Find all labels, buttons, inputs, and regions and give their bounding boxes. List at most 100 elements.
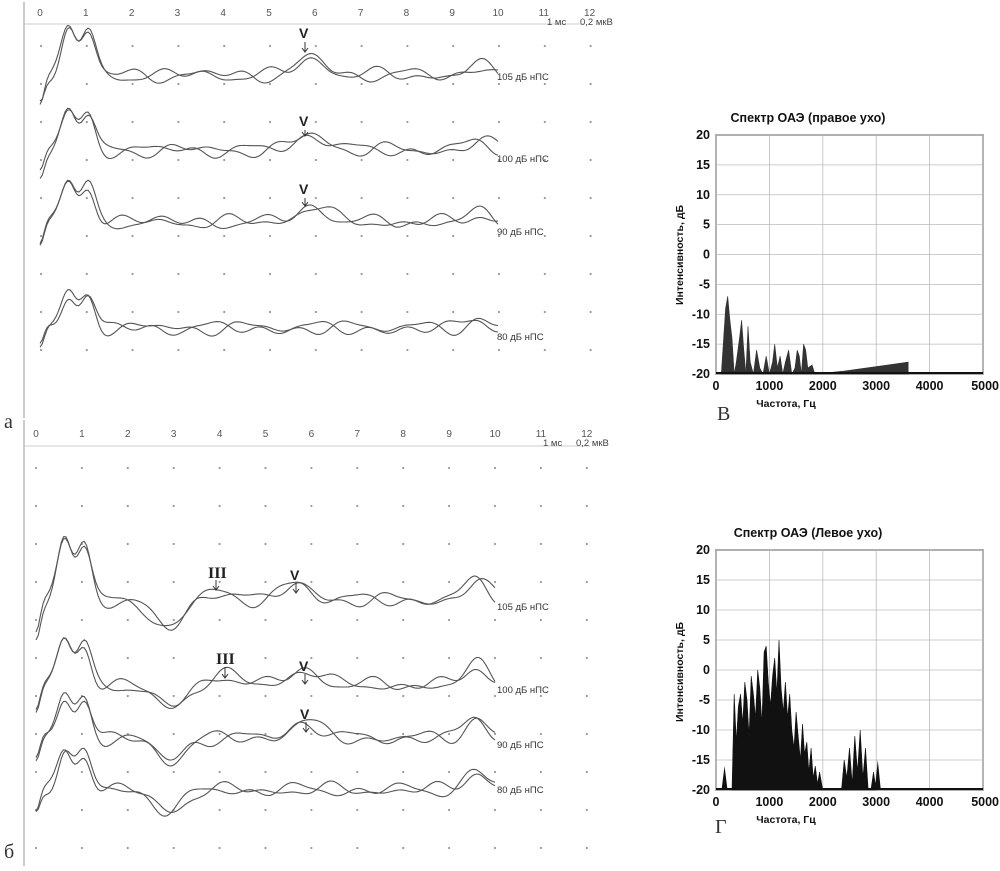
abr-a-grid-dot [268,82,272,86]
abr-a-trace-line [39,180,499,244]
abr-b-grid-dot [264,466,267,470]
abr-panel-a-arrow-105 [301,42,309,53]
abr-a-grid-dot [543,120,546,124]
abr-a-grid-dot [543,196,546,200]
abr-panel-b-arrow-iii-100 [221,667,229,679]
y-tick-label: 20 [696,543,710,557]
abr-b-trace-line [35,700,496,767]
abr-b-grid-dot [310,504,313,508]
abr-a-grid-dot [39,272,43,276]
abr-panel-b-scale-time: 1 мс [543,438,562,449]
abr-panel-b-wave-v-90: V [300,706,310,722]
abr-b-grid-dot [126,770,129,774]
abr-a-trace-line [39,109,499,171]
abr-a-grid-dot [131,348,134,352]
abr-panel-a-traces [39,24,499,348]
abr-b-grid-dot [539,466,543,470]
abr-b-grid-dot [80,656,83,660]
abr-a-grid-dot [589,196,592,200]
spectrum-area [720,296,909,375]
abr-a-tick-label: 1 [83,8,89,19]
abr-a-grid-dot [177,272,180,276]
abr-a-grid-dot [131,158,134,162]
abr-b-grid-dot [126,618,129,622]
oae-left-title: Спектр ОАЭ (Левое ухо) [734,526,883,540]
abr-a-grid-dot [543,272,546,276]
abr-b-grid-dot [264,656,267,660]
panel-letter-a: а [4,411,13,433]
abr-a-grid-dot [223,272,226,276]
abr-a-grid-dot [314,44,317,48]
abr-b-grid-dot [264,580,267,584]
abr-a-grid-dot [406,82,409,86]
abr-b-grid-dot [539,542,543,546]
abr-b-grid-dot [448,770,451,774]
abr-a-grid-dot [268,348,272,352]
abr-a-grid-dot [314,196,317,200]
x-tick-label: 4000 [916,795,944,809]
abr-a-grid-dot [406,348,409,352]
abr-a-grid-dot [177,82,180,86]
abr-a-grid-dot [314,272,317,276]
y-tick-label: 10 [696,188,710,202]
abr-b-grid-dot [34,466,38,470]
abr-b-grid-dot [126,580,129,584]
abr-a-grid-dot [497,234,501,238]
abr-a-grid-dot [406,158,409,162]
abr-b-grid-dot [80,618,83,622]
abr-a-grid-dot [452,82,455,86]
abr-b-tick-label: 5 [263,429,269,440]
abr-b-grid-dot [34,580,38,584]
abr-a-grid-dot [177,120,180,124]
abr-a-grid-dot [223,120,226,124]
abr-a-grid-dot [223,44,226,48]
panel-letter-b: б [4,841,14,863]
abr-a-grid-dot [589,44,592,48]
abr-b-grid-dot [172,466,175,470]
abr-b-grid-dot [126,846,129,850]
y-tick-label: -5 [699,693,710,707]
abr-a-grid-dot [543,44,546,48]
x-tick-label: 0 [713,379,720,393]
abr-a-grid-dot [497,272,501,276]
abr-a-grid-dot [452,234,455,238]
abr-b-grid-dot [218,580,221,584]
abr-a-grid-dot [314,234,317,238]
abr-panel-b-scale-amp: 0,2 мкВ [576,438,609,449]
abr-a-grid-dot [360,120,363,124]
abr-a-tick-label: 12 [584,8,596,19]
abr-b-grid-dot [218,504,221,508]
abr-a-grid-dot [85,196,88,200]
abr-b-grid-dot [448,618,451,622]
abr-panel-b-arrow-v-100 [301,674,309,685]
abr-panel-a-level-100: 100 дБ нПС [497,154,549,165]
abr-a-grid-dot [589,120,592,124]
panel-letter-g: Г [715,816,727,838]
abr-b-grid-dot [539,732,543,736]
abr-b-grid-dot [80,808,83,812]
abr-a-grid-dot [314,82,317,86]
abr-b-grid-dot [356,656,359,660]
abr-a-grid-dot [223,82,226,86]
abr-b-grid-dot [264,504,267,508]
abr-a-grid-dot [177,44,180,48]
abr-b-grid-dot [402,808,405,812]
abr-b-trace-line [35,637,496,713]
abr-b-grid-dot [493,808,497,812]
abr-b-grid-dot [172,542,175,546]
y-tick-label: 0 [703,248,710,262]
abr-b-grid-dot [402,618,405,622]
abr-b-grid-dot [585,846,588,850]
abr-panel-b-wave-v-100: V [299,658,309,674]
abr-b-grid-dot [34,846,38,850]
abr-b-grid-dot [356,808,359,812]
abr-b-grid-dot [80,504,83,508]
y-tick-label: 5 [703,218,710,232]
abr-b-grid-dot [539,770,543,774]
abr-b-grid-dot [310,656,313,660]
abr-panel-b-arrow-v-90 [302,722,310,733]
abr-b-grid-dot [448,504,451,508]
x-tick-label: 0 [713,795,720,809]
abr-b-grid-dot [172,846,175,850]
abr-panel-b-level-100: 100 дБ нПС [497,685,549,696]
